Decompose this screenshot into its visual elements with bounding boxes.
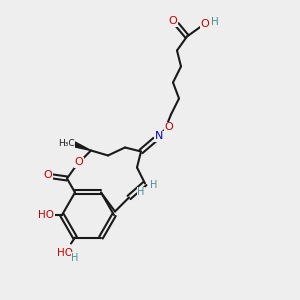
Text: HO: HO xyxy=(57,248,73,257)
Text: HO: HO xyxy=(38,210,54,220)
Text: H: H xyxy=(211,17,219,28)
Text: O: O xyxy=(201,20,209,29)
Text: O: O xyxy=(165,122,173,133)
Text: O: O xyxy=(169,16,177,26)
Text: O: O xyxy=(75,158,83,167)
Text: H: H xyxy=(71,253,79,262)
Text: H: H xyxy=(150,181,158,190)
Text: N: N xyxy=(155,131,163,142)
Text: H: H xyxy=(137,188,145,197)
Text: H₃C: H₃C xyxy=(58,139,74,148)
Polygon shape xyxy=(75,142,91,151)
Text: O: O xyxy=(44,170,52,181)
